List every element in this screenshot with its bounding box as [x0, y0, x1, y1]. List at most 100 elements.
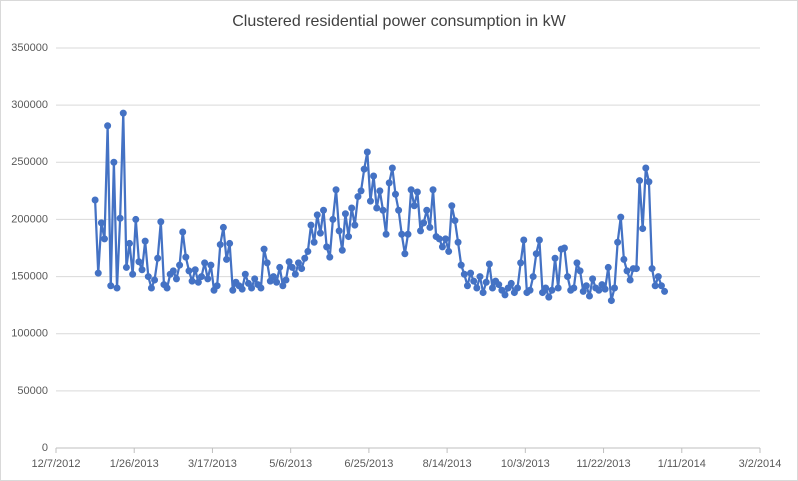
- data-point: [564, 273, 572, 281]
- data-point: [147, 284, 155, 292]
- data-point: [457, 261, 465, 269]
- data-point: [119, 109, 127, 117]
- y-tick-label: 100000: [11, 328, 48, 340]
- data-point: [332, 186, 340, 194]
- data-point: [632, 265, 640, 273]
- data-point: [263, 259, 271, 267]
- data-point: [617, 213, 625, 221]
- data-point: [316, 229, 324, 237]
- data-point: [651, 282, 659, 290]
- data-point: [507, 279, 515, 287]
- data-point: [320, 206, 328, 214]
- data-point: [154, 254, 162, 262]
- data-point: [313, 211, 321, 219]
- data-point: [639, 225, 647, 233]
- data-point: [517, 259, 525, 267]
- x-tick-label: 12/7/2012: [32, 458, 81, 470]
- data-point: [326, 253, 334, 261]
- data-point: [560, 244, 568, 252]
- data-point: [100, 235, 108, 243]
- data-point: [485, 260, 493, 268]
- data-point: [463, 282, 471, 290]
- data-point: [129, 270, 137, 278]
- data-point: [107, 282, 115, 290]
- data-point: [116, 214, 124, 222]
- data-point: [548, 286, 556, 294]
- data-point: [626, 276, 634, 284]
- data-point: [657, 282, 665, 290]
- data-point: [611, 284, 619, 292]
- data-point: [435, 235, 443, 243]
- data-point: [348, 204, 356, 212]
- data-point: [520, 236, 528, 244]
- data-point: [110, 158, 118, 166]
- data-point: [345, 233, 353, 241]
- data-point: [351, 221, 359, 229]
- data-point: [223, 255, 231, 263]
- data-point: [229, 286, 237, 294]
- data-point: [194, 278, 202, 286]
- data-point: [329, 215, 337, 223]
- data-point: [423, 206, 431, 214]
- data-point: [191, 266, 199, 274]
- y-tick-label: 150000: [11, 270, 48, 282]
- data-point: [335, 227, 343, 235]
- data-point: [467, 269, 475, 277]
- data-point: [535, 236, 543, 244]
- data-point: [363, 148, 371, 156]
- chart-title: Clustered residential power consumption …: [232, 13, 566, 30]
- x-tick-label: 5/6/2013: [269, 458, 312, 470]
- data-point: [257, 284, 265, 292]
- data-point: [476, 273, 484, 281]
- data-point: [401, 250, 409, 258]
- data-point: [248, 284, 256, 292]
- data-point: [370, 172, 378, 180]
- y-tick-label: 250000: [11, 156, 48, 168]
- data-point: [122, 263, 130, 271]
- data-point: [407, 186, 415, 194]
- data-point: [285, 258, 293, 266]
- data-point: [204, 275, 212, 283]
- data-point: [294, 259, 302, 267]
- data-point: [473, 284, 481, 292]
- data-point: [104, 122, 112, 130]
- data-point: [301, 254, 309, 262]
- data-point: [413, 188, 421, 196]
- data-point: [404, 230, 412, 238]
- data-point: [304, 247, 312, 255]
- data-point: [470, 277, 478, 285]
- data-point: [573, 259, 581, 267]
- x-tick-label: 10/3/2013: [501, 458, 550, 470]
- data-point: [614, 238, 622, 246]
- data-point: [448, 202, 456, 210]
- data-point: [438, 243, 446, 251]
- data-point: [382, 230, 390, 238]
- data-point: [385, 179, 393, 187]
- data-point: [429, 186, 437, 194]
- y-tick-label: 0: [42, 442, 48, 454]
- data-point: [488, 284, 496, 292]
- data-point: [398, 230, 406, 238]
- data-point: [426, 223, 434, 231]
- data-point: [282, 276, 290, 284]
- data-point: [620, 255, 628, 263]
- data-point: [479, 289, 487, 297]
- x-tick-label: 3/2/2014: [739, 458, 782, 470]
- data-point: [357, 187, 365, 195]
- data-point: [595, 286, 603, 294]
- data-point: [226, 239, 234, 247]
- data-point: [338, 246, 346, 254]
- data-point: [607, 297, 615, 305]
- data-point: [661, 287, 669, 295]
- data-point: [291, 270, 299, 278]
- data-point: [391, 190, 399, 198]
- data-point: [157, 218, 165, 226]
- data-point: [636, 177, 644, 185]
- data-point: [135, 258, 143, 266]
- data-point: [172, 275, 180, 283]
- data-point: [97, 219, 105, 227]
- data-point: [623, 267, 631, 275]
- data-point: [179, 228, 187, 236]
- data-point: [273, 278, 281, 286]
- data-point: [582, 282, 590, 290]
